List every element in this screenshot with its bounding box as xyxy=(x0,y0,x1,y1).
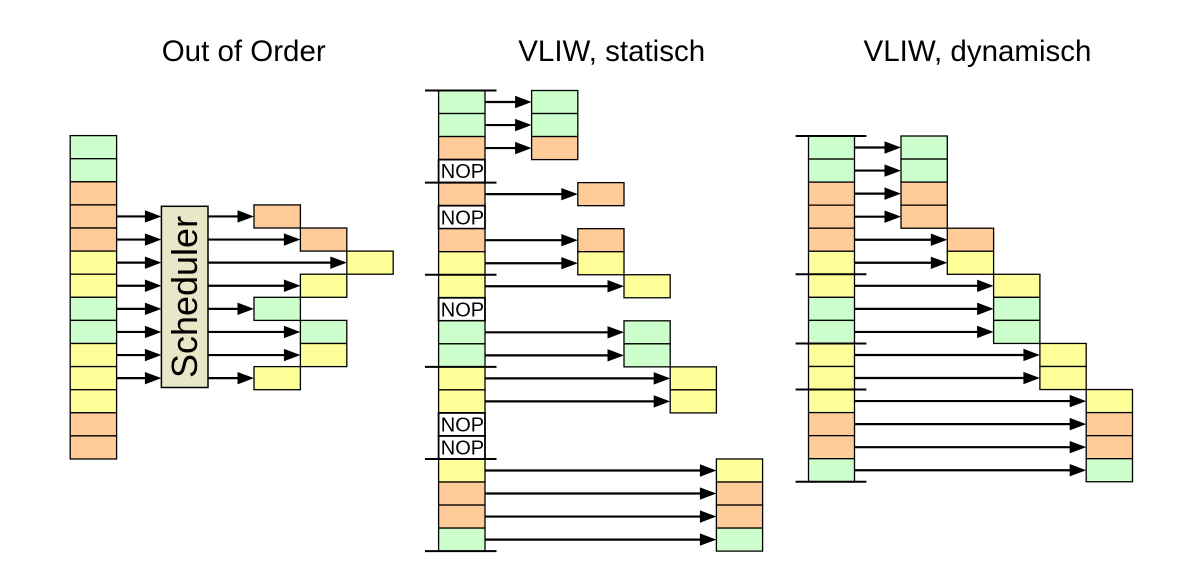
svg-text:NOP: NOP xyxy=(441,415,484,437)
svg-text:NOP: NOP xyxy=(441,299,484,321)
svg-text:VLIW, dynamisch: VLIW, dynamisch xyxy=(864,35,1092,68)
svg-text:Scheduler: Scheduler xyxy=(164,216,205,378)
svg-text:Out of Order: Out of Order xyxy=(162,35,326,68)
svg-text:NOP: NOP xyxy=(441,438,484,460)
svg-text:NOP: NOP xyxy=(441,161,484,183)
svg-text:NOP: NOP xyxy=(441,207,484,229)
svg-text:VLIW, statisch: VLIW, statisch xyxy=(518,35,705,68)
